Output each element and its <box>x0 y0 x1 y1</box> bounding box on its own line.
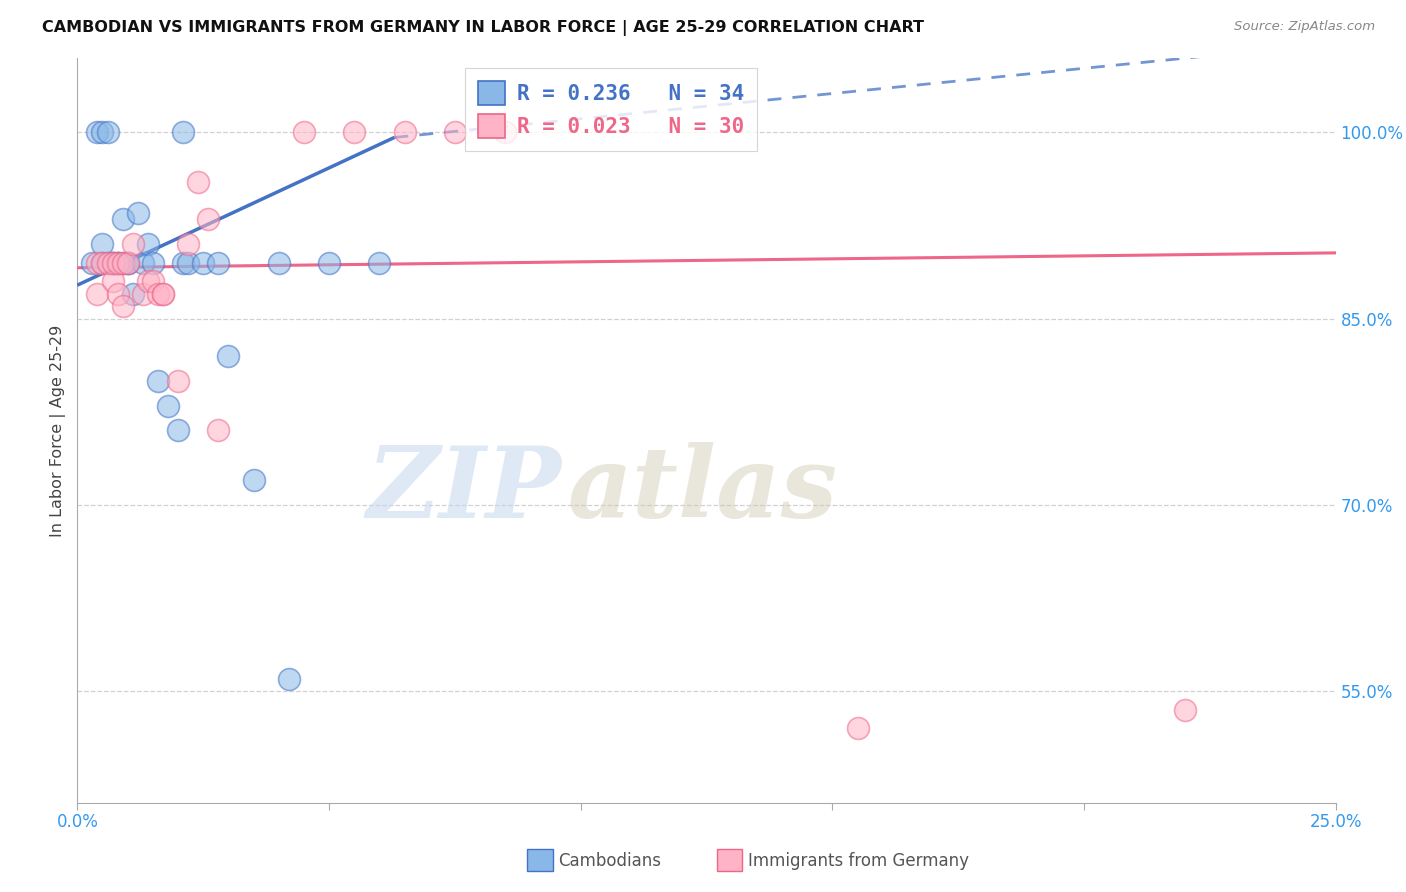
Point <box>242 473 264 487</box>
Point <box>277 672 299 686</box>
Point <box>111 256 134 270</box>
Point <box>197 212 219 227</box>
Text: Source: ZipAtlas.com: Source: ZipAtlas.com <box>1234 20 1375 33</box>
Point <box>136 237 159 252</box>
Point <box>136 274 159 288</box>
Point <box>111 212 134 227</box>
Point <box>127 206 149 220</box>
Point <box>142 256 165 270</box>
Point <box>101 256 124 270</box>
Point <box>167 424 190 438</box>
Point <box>444 125 467 139</box>
Point <box>91 125 114 139</box>
Point <box>217 349 239 363</box>
Point <box>292 125 315 139</box>
Point <box>107 286 129 301</box>
Point <box>156 399 179 413</box>
Point <box>191 256 215 270</box>
Point <box>96 256 118 270</box>
Point <box>187 175 209 189</box>
Point <box>146 286 169 301</box>
Point <box>96 125 118 139</box>
Point <box>152 286 174 301</box>
Point <box>177 256 200 270</box>
Y-axis label: In Labor Force | Age 25-29: In Labor Force | Age 25-29 <box>51 325 66 536</box>
Point <box>318 256 340 270</box>
Point <box>267 256 290 270</box>
Point <box>207 424 229 438</box>
Point <box>101 274 124 288</box>
Point <box>111 256 134 270</box>
Point <box>132 286 155 301</box>
Point <box>846 721 869 735</box>
Point <box>172 256 194 270</box>
Point <box>117 256 139 270</box>
Point <box>107 256 129 270</box>
Point <box>86 286 108 301</box>
Text: ZIP: ZIP <box>367 442 562 538</box>
Point <box>494 125 516 139</box>
Point <box>142 274 165 288</box>
Point <box>343 125 366 139</box>
Point <box>152 286 174 301</box>
Text: Cambodians: Cambodians <box>558 852 661 870</box>
Point <box>167 374 190 388</box>
Text: 0.0%: 0.0% <box>56 813 98 830</box>
Text: CAMBODIAN VS IMMIGRANTS FROM GERMANY IN LABOR FORCE | AGE 25-29 CORRELATION CHAR: CAMBODIAN VS IMMIGRANTS FROM GERMANY IN … <box>42 20 924 36</box>
Point <box>368 256 391 270</box>
Point <box>107 256 129 270</box>
Point <box>117 256 139 270</box>
Point <box>207 256 229 270</box>
Point <box>111 299 134 313</box>
Point <box>101 256 124 270</box>
Point <box>82 256 104 270</box>
Text: 25.0%: 25.0% <box>1309 813 1362 830</box>
Legend: R = 0.236   N = 34, R = 0.023   N = 30: R = 0.236 N = 34, R = 0.023 N = 30 <box>465 69 756 151</box>
Text: Immigrants from Germany: Immigrants from Germany <box>748 852 969 870</box>
Point <box>107 256 129 270</box>
Text: atlas: atlas <box>568 442 838 538</box>
Point <box>86 125 108 139</box>
Point <box>177 237 200 252</box>
Point <box>101 256 124 270</box>
Point <box>96 256 118 270</box>
Point <box>121 237 143 252</box>
Point <box>132 256 155 270</box>
Point <box>121 286 143 301</box>
Point <box>172 125 194 139</box>
Point <box>91 237 114 252</box>
Point <box>91 256 114 270</box>
Point <box>91 256 114 270</box>
Point <box>86 256 108 270</box>
Point <box>117 256 139 270</box>
Point <box>394 125 416 139</box>
Point <box>146 374 169 388</box>
Point <box>1174 703 1197 717</box>
